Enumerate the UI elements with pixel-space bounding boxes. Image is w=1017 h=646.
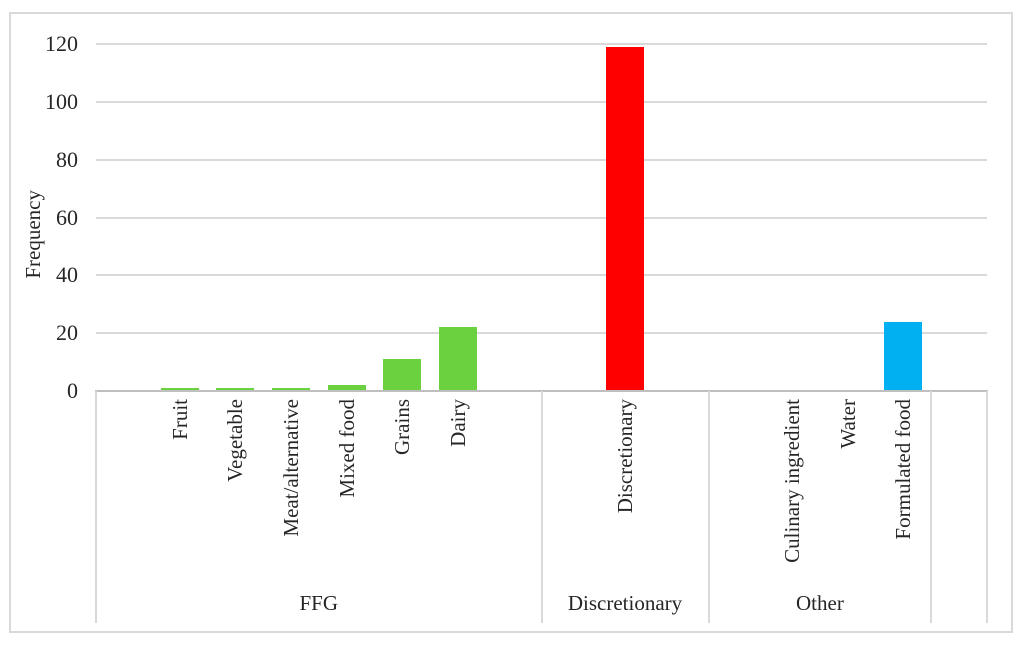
group-divider-4 (986, 391, 988, 623)
group-label-ffg: FFG (299, 591, 339, 615)
y-tick-label-20: 20 (56, 320, 78, 346)
y-tick-label-0: 0 (67, 378, 78, 403)
bar-mixed-food (327, 385, 366, 391)
category-label-formulated-food: Formulated food (891, 399, 916, 540)
category-label-culinary-ingredient: Culinary ingredient (780, 399, 805, 563)
category-label-dairy: Dairy (445, 399, 470, 447)
category-label-mixed-food: Mixed food (334, 399, 359, 498)
bar-fruit (160, 388, 199, 391)
group-divider-2 (707, 391, 710, 623)
category-label-water: Water (835, 399, 860, 449)
category-label-vegetable: Vegetable (223, 399, 248, 482)
category-label-grains: Grains (390, 399, 415, 455)
gridline-60 (96, 216, 987, 219)
bar-formulated-food (884, 321, 923, 391)
bar-vegetable (216, 388, 255, 391)
gridline-100 (96, 100, 987, 103)
y-tick-label-120: 120 (45, 31, 78, 56)
y-tick-label-80: 80 (56, 146, 78, 172)
group-divider-1 (540, 391, 543, 623)
chart-border (9, 12, 1013, 633)
group-divider-0 (95, 391, 97, 623)
bar-dairy (438, 327, 477, 391)
category-label-discretionary: Discretionary (613, 399, 638, 514)
y-tick-label-60: 60 (56, 204, 78, 230)
bar-meat-alternative (271, 388, 310, 391)
group-divider-3 (930, 391, 933, 623)
bar-grains (383, 359, 422, 391)
y-tick-label-100: 100 (45, 88, 78, 114)
y-tick-label-40: 40 (56, 262, 78, 288)
category-label-fruit: Fruit (167, 399, 192, 440)
gridline-20 (96, 332, 987, 335)
group-label-discretionary: Discretionary (567, 591, 683, 615)
category-label-meat-alternative: Meat/alternative (278, 399, 303, 537)
gridline-80 (96, 158, 987, 161)
bar-discretionary (606, 46, 645, 391)
gridline-120 (96, 43, 987, 45)
gridline-40 (96, 274, 987, 277)
group-label-other: Other (796, 591, 844, 615)
